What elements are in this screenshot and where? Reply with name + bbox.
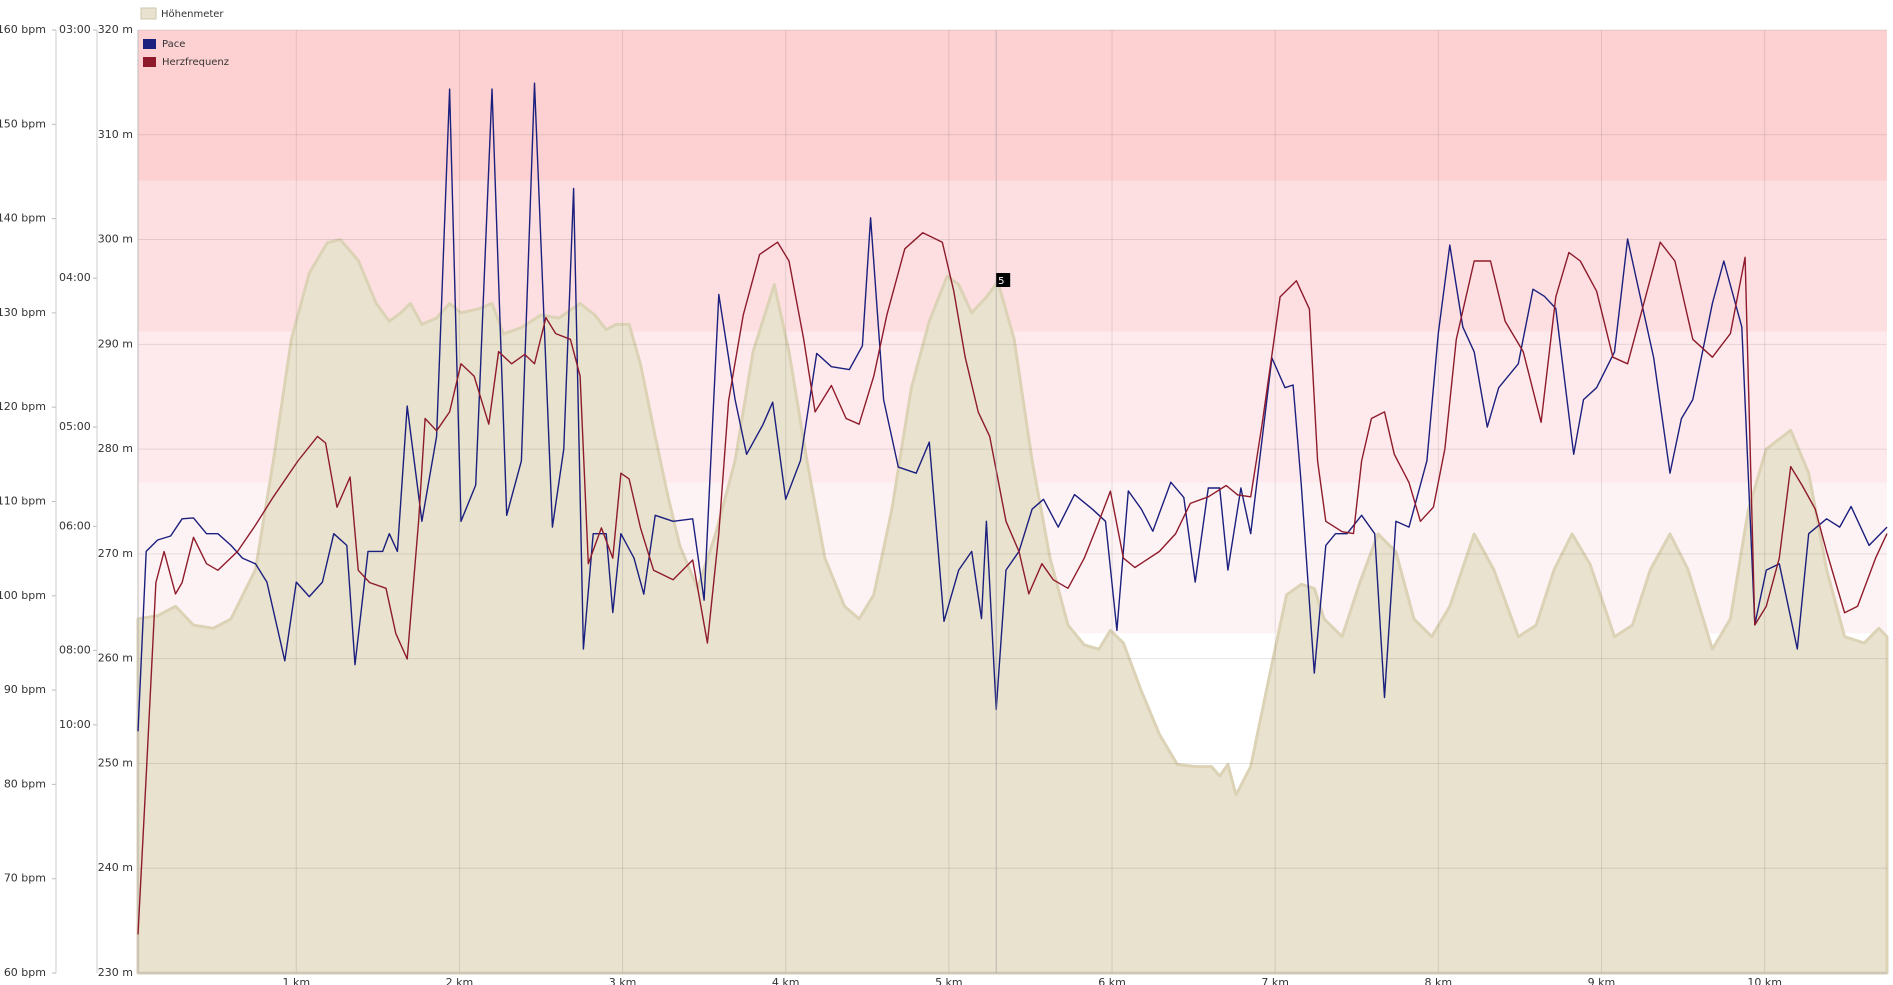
y3-tick-label: 04:00 — [59, 271, 91, 284]
y3-tick-label: 06:00 — [59, 519, 91, 532]
y-tick-label: 310 m — [98, 128, 133, 141]
y2-tick-label: 150 bpm — [0, 117, 46, 130]
y2-tick-label: 100 bpm — [0, 589, 46, 602]
y-tick-label: 260 m — [98, 652, 133, 665]
y3-tick-label: 03:00 — [59, 23, 91, 36]
x-tick-label: 2 km — [446, 976, 474, 985]
y-tick-label: 270 m — [98, 547, 133, 560]
y2-tick-label: 90 bpm — [4, 683, 46, 696]
y2-tick-label: 140 bpm — [0, 212, 46, 225]
x-tick-label: 7 km — [1261, 976, 1289, 985]
legend-label: Herzfrequenz — [162, 57, 229, 68]
series-line — [137, 82, 1888, 732]
x-tick-label: 10 km — [1747, 976, 1782, 985]
x-tick-label: 4 km — [772, 976, 800, 985]
y-tick-label: 250 m — [98, 756, 133, 769]
y2-tick-label: 130 bpm — [0, 306, 46, 319]
x-tick-label: 9 km — [1588, 976, 1616, 985]
y-tick-label: 320 m — [98, 23, 133, 36]
x-tick-label: 1 km — [282, 976, 310, 985]
y3-tick-label: 05:00 — [59, 420, 91, 433]
x-tick-label: 8 km — [1425, 976, 1453, 985]
legend-swatch — [140, 7, 157, 20]
x-tick-label: 6 km — [1098, 976, 1126, 985]
y2-tick-label: 70 bpm — [4, 872, 46, 885]
y2-tick-label: 80 bpm — [4, 777, 46, 790]
cursor-flag — [996, 273, 1011, 287]
y2-tick-label: 60 bpm — [4, 966, 46, 979]
x-tick-label: 5 km — [935, 976, 963, 985]
y2-tick-label: 120 bpm — [0, 400, 46, 413]
x-tick-label: 3 km — [609, 976, 637, 985]
y-tick-label: 230 m — [98, 966, 133, 979]
cursor-label: 5 — [998, 276, 1004, 287]
legend-label: Höhenmeter — [161, 9, 224, 20]
heart-rate-zone — [138, 30, 1887, 181]
y-tick-label: 280 m — [98, 442, 133, 455]
y-tick-label: 240 m — [98, 861, 133, 874]
y2-tick-label: 160 bpm — [0, 23, 46, 36]
legend-swatch — [143, 57, 156, 67]
series-line — [137, 232, 1888, 935]
heart-rate-zone — [138, 180, 1887, 332]
legend-swatch — [143, 39, 156, 49]
y2-tick-label: 110 bpm — [0, 495, 46, 508]
elevation-area — [136, 238, 1889, 975]
y-tick-label: 290 m — [98, 337, 133, 350]
y-tick-label: 300 m — [98, 233, 133, 246]
y3-tick-label: 08:00 — [59, 643, 91, 656]
y3-tick-label: 10:00 — [59, 718, 91, 731]
legend-label: Pace — [162, 39, 185, 50]
